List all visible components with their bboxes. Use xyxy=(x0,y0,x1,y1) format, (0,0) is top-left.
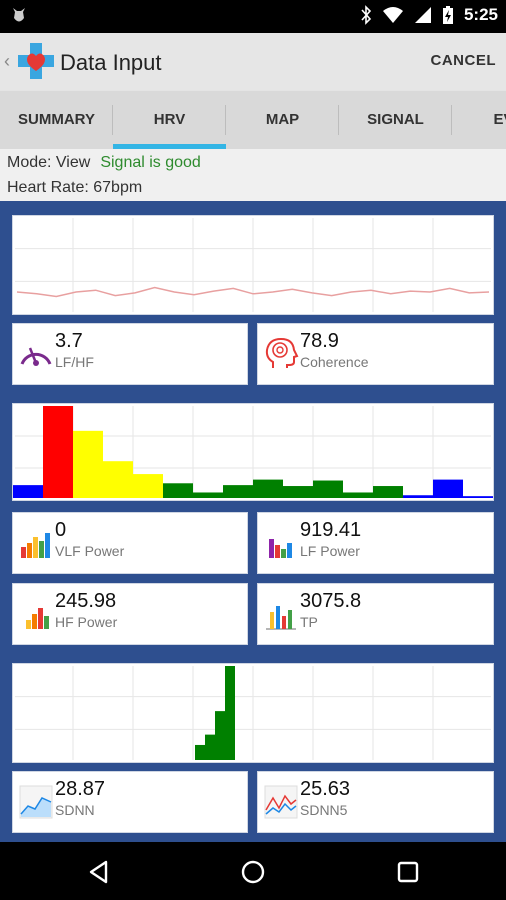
vlf-power-value: 0 xyxy=(55,519,67,541)
mode-text: Mode: View xyxy=(7,154,91,171)
spectrum-bar xyxy=(133,474,163,498)
spectrum-bar xyxy=(253,479,283,498)
metric-card-lf-power[interactable]: 919.41 LF Power xyxy=(257,512,494,574)
active-tab-indicator xyxy=(113,144,226,149)
lf-power-value: 919.41 xyxy=(300,519,362,541)
sdnn-value: 28.87 xyxy=(55,778,106,800)
bar-chart-icon xyxy=(21,533,50,558)
lf-power-label: LF Power xyxy=(300,543,360,559)
metric-card-lf-hf[interactable]: 3.7 LF/HF xyxy=(12,323,248,385)
system-nav-bar xyxy=(0,842,506,900)
lf-hf-label: LF/HF xyxy=(55,354,94,370)
sdnn5-label: SDNN5 xyxy=(300,802,348,818)
spectrum-bar xyxy=(13,485,43,498)
lf-hf-value: 3.7 xyxy=(55,330,83,352)
power-spectrum-chart xyxy=(12,403,494,501)
spectrum-bar xyxy=(283,486,313,498)
vlf-power-label: VLF Power xyxy=(55,543,125,559)
clock: 5:25 xyxy=(463,5,498,24)
back-caret-icon[interactable]: ‹ xyxy=(4,51,10,71)
hf-power-value: 245.98 xyxy=(55,590,117,612)
spectrum-bar xyxy=(163,483,193,498)
metric-card-vlf-power[interactable]: 0 VLF Power xyxy=(12,512,248,574)
metric-card-coherence[interactable]: 78.9 Coherence xyxy=(257,323,494,385)
battery-charging-icon xyxy=(442,6,453,24)
info-panel: Mode: View Signal is good Heart Rate: 67b… xyxy=(0,149,506,201)
sdnn-label: SDNN xyxy=(55,802,95,818)
tab-events[interactable]: EVE xyxy=(493,111,506,128)
bar-chart-icon xyxy=(269,539,292,558)
spectrum-bar xyxy=(403,495,433,498)
signal-status: Signal is good xyxy=(100,154,201,171)
hf-power-label: HF Power xyxy=(55,614,118,630)
spectrum-bar xyxy=(433,479,463,498)
bar-chart-icon xyxy=(26,608,49,629)
rr-line-chart xyxy=(12,215,494,315)
head-brain-icon xyxy=(265,337,299,368)
histogram-bar xyxy=(215,711,225,760)
spectrum-bar xyxy=(73,430,103,498)
rr-histogram-chart-svg xyxy=(15,666,491,760)
back-icon[interactable] xyxy=(84,857,114,887)
histogram-bar xyxy=(195,744,205,760)
wifi-icon xyxy=(382,7,403,23)
rr-histogram-chart xyxy=(12,663,494,763)
metric-card-sdnn[interactable]: 28.87 SDNN xyxy=(12,771,248,833)
page-title: Data Input xyxy=(60,50,162,75)
status-bar: 5:25 xyxy=(0,0,506,33)
tp-label: TP xyxy=(300,614,318,630)
android-debug-icon xyxy=(13,8,25,22)
cancel-button[interactable]: CANCEL xyxy=(430,52,496,69)
series-line xyxy=(16,286,490,298)
tp-value: 3075.8 xyxy=(300,590,362,612)
sdnn5-value: 25.63 xyxy=(300,778,351,800)
hrv-dashboard: 3.7 LF/HF 78.9 Coherence 0 VLF Power 919… xyxy=(0,201,506,842)
heart-rate-text: Heart Rate: 67bpm xyxy=(7,179,143,196)
rr-line-chart-svg xyxy=(15,218,491,312)
spectrum-bar xyxy=(463,496,493,498)
bluetooth-icon xyxy=(361,5,372,25)
spectrum-bar xyxy=(193,492,223,498)
app-logo-icon[interactable] xyxy=(16,41,56,81)
metric-card-hf-power[interactable]: 245.98 HF Power xyxy=(12,583,248,645)
line-chart-icon xyxy=(264,785,298,819)
metric-card-sdnn5[interactable]: 25.63 SDNN5 xyxy=(257,771,494,833)
status-icons: 5:25 xyxy=(360,5,498,25)
signal-icon xyxy=(414,7,431,23)
spectrum-bar xyxy=(103,461,133,498)
bar-chart-icon xyxy=(266,606,296,630)
coherence-label: Coherence xyxy=(300,354,369,370)
histogram-bar xyxy=(205,734,215,760)
coherence-value: 78.9 xyxy=(300,330,339,352)
action-bar: ‹ Data Input CANCEL xyxy=(0,33,506,91)
tab-map[interactable]: MAP xyxy=(226,91,339,149)
tab-summary[interactable]: SUMMARY xyxy=(0,91,113,149)
tab-signal[interactable]: SIGNAL xyxy=(339,91,452,149)
spectrum-bar xyxy=(223,485,253,498)
histogram-bar xyxy=(225,666,235,760)
spectrum-bar xyxy=(43,406,73,498)
spectrum-bar xyxy=(343,492,373,498)
tab-hrv[interactable]: HRV xyxy=(113,91,226,149)
home-icon[interactable] xyxy=(238,857,268,887)
tab-bar: SUMMARY HRV MAP SIGNAL EVE xyxy=(0,91,506,149)
power-spectrum-chart-svg xyxy=(13,406,493,498)
gauge-icon xyxy=(20,347,52,366)
spectrum-bar xyxy=(373,486,403,498)
area-chart-icon xyxy=(19,785,53,819)
metric-card-tp[interactable]: 3075.8 TP xyxy=(257,583,494,645)
recents-icon[interactable] xyxy=(393,857,423,887)
spectrum-bar xyxy=(313,480,343,498)
